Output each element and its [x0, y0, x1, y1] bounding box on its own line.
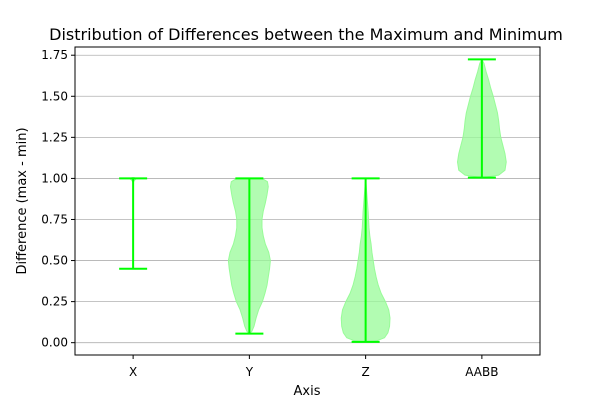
y-tick-label-1: 0.25 — [41, 295, 68, 309]
violin-whiskers — [119, 58, 496, 343]
y-axis-ticks: 0.00 0.25 0.50 0.75 1.00 1.25 1.50 1.75 — [41, 48, 75, 350]
y-tick-label-2: 0.50 — [41, 254, 68, 268]
plot-frame — [74, 46, 541, 356]
y-axis-label: Difference (max - min) — [15, 127, 30, 274]
gridlines — [75, 54, 540, 344]
x-tick-label-0: X — [129, 365, 137, 379]
x-tick-label-1: Y — [245, 365, 254, 379]
chart-title: Distribution of Differences between the … — [49, 25, 563, 44]
violin-bodies — [128, 58, 507, 343]
y-tick-label-6: 1.50 — [41, 89, 68, 103]
x-tick-label-2: Z — [362, 365, 370, 379]
y-tick-label-3: 0.75 — [41, 212, 68, 226]
y-tick-label-5: 1.25 — [41, 130, 68, 144]
x-axis-label: Axis — [294, 384, 321, 399]
x-axis-ticks: X Y Z AABB — [129, 355, 498, 379]
y-tick-label-7: 1.75 — [41, 48, 68, 62]
y-tick-label-4: 1.00 — [41, 171, 68, 185]
x-tick-label-3: AABB — [465, 365, 498, 379]
y-tick-label-0: 0.00 — [41, 336, 68, 350]
